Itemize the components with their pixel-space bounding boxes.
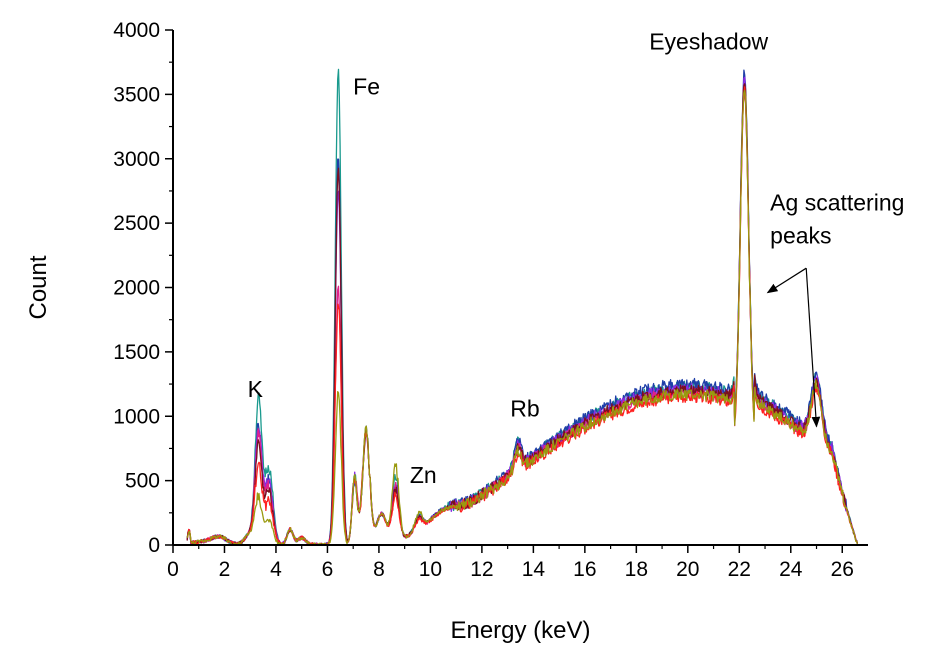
annotations: Eyeshadow Fe K Zn Rb Ag scattering peaks bbox=[248, 28, 905, 488]
annotation-rb: Rb bbox=[510, 395, 539, 421]
x-tick-label: 18 bbox=[625, 558, 648, 581]
x-tick-label: 12 bbox=[470, 558, 493, 581]
x-tick-label: 24 bbox=[779, 558, 803, 581]
axes bbox=[172, 30, 868, 546]
annotation-ag-line1: Ag scattering bbox=[770, 189, 904, 215]
x-tick-label: 20 bbox=[676, 558, 699, 581]
spectrum-series-2 bbox=[186, 69, 859, 546]
annotation-arrow bbox=[805, 268, 821, 428]
spectrum-series-6 bbox=[186, 86, 858, 546]
annotation-eyeshadow: Eyeshadow bbox=[649, 28, 768, 54]
x-tick-label: 0 bbox=[167, 558, 179, 581]
annotation-arrow bbox=[766, 267, 807, 294]
annotation-fe: Fe bbox=[353, 73, 380, 99]
y-tick-label: 1500 bbox=[113, 341, 160, 364]
spectrum-series-5 bbox=[186, 83, 859, 546]
ticks: 0 2 4 6 8 10 12 14 16 18 20 22 24 2605001000150020002… bbox=[113, 19, 854, 581]
x-axis-title: Energy (keV) bbox=[450, 617, 590, 644]
y-tick-label: 3500 bbox=[113, 83, 160, 106]
y-tick-label: 2000 bbox=[113, 277, 160, 300]
y-tick-label: 0 bbox=[148, 534, 160, 557]
spectrum-series-1 bbox=[186, 68, 859, 546]
x-tick-label: 8 bbox=[373, 558, 385, 581]
x-tick-label: 6 bbox=[322, 558, 334, 581]
x-tick-label: 22 bbox=[728, 558, 751, 581]
annotation-k: K bbox=[248, 376, 264, 402]
spectrum-series-3 bbox=[186, 76, 859, 546]
y-tick-label: 2500 bbox=[113, 212, 160, 235]
y-tick-label: 4000 bbox=[113, 19, 160, 42]
x-tick-label: 14 bbox=[522, 558, 546, 581]
x-tick-label: 26 bbox=[831, 558, 854, 581]
annotation-zn: Zn bbox=[410, 462, 437, 488]
x-tick-label: 10 bbox=[419, 558, 442, 581]
y-tick-label: 500 bbox=[125, 470, 160, 493]
y-tick-label: 1000 bbox=[113, 405, 160, 428]
series-layer bbox=[186, 68, 859, 546]
x-tick-label: 16 bbox=[573, 558, 596, 581]
y-axis-title: Count bbox=[25, 255, 52, 319]
x-tick-label: 4 bbox=[270, 558, 282, 581]
x-tick-label: 2 bbox=[219, 558, 231, 581]
arrows bbox=[766, 267, 821, 428]
spectrum-series-7 bbox=[186, 89, 859, 546]
y-tick-label: 3000 bbox=[113, 148, 160, 171]
annotation-ag-line2: peaks bbox=[770, 223, 831, 249]
spectrum-series-4 bbox=[186, 90, 859, 546]
